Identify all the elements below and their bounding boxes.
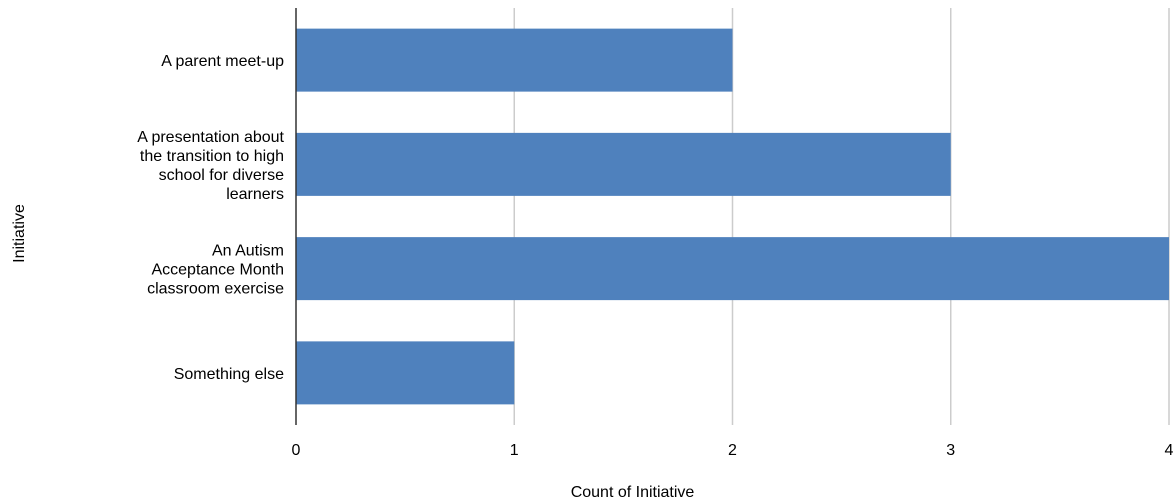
bar — [296, 341, 515, 405]
x-tick-label: 3 — [946, 442, 955, 459]
x-tick-label: 2 — [728, 442, 737, 459]
x-tick-label: 1 — [510, 442, 519, 459]
category-labels: A parent meet-up A presentation about the … — [137, 53, 284, 383]
x-tick-label: 4 — [1165, 442, 1174, 459]
x-tick-labels: 0 1 2 3 4 — [292, 442, 1174, 459]
category-label: An Autism Acceptance Month classroom exerc… — [147, 243, 284, 298]
x-tick-label: 0 — [292, 442, 301, 459]
category-label: Something else — [174, 366, 284, 383]
bars — [296, 28, 1169, 405]
bar — [296, 28, 733, 92]
bar — [296, 237, 1169, 301]
bar — [296, 132, 951, 196]
y-axis-title: Initiative — [11, 204, 28, 263]
x-axis-title: Count of Initiative — [571, 484, 695, 501]
category-label: A parent meet-up — [161, 53, 284, 70]
category-label: A presentation about the transition to hi… — [137, 129, 284, 203]
